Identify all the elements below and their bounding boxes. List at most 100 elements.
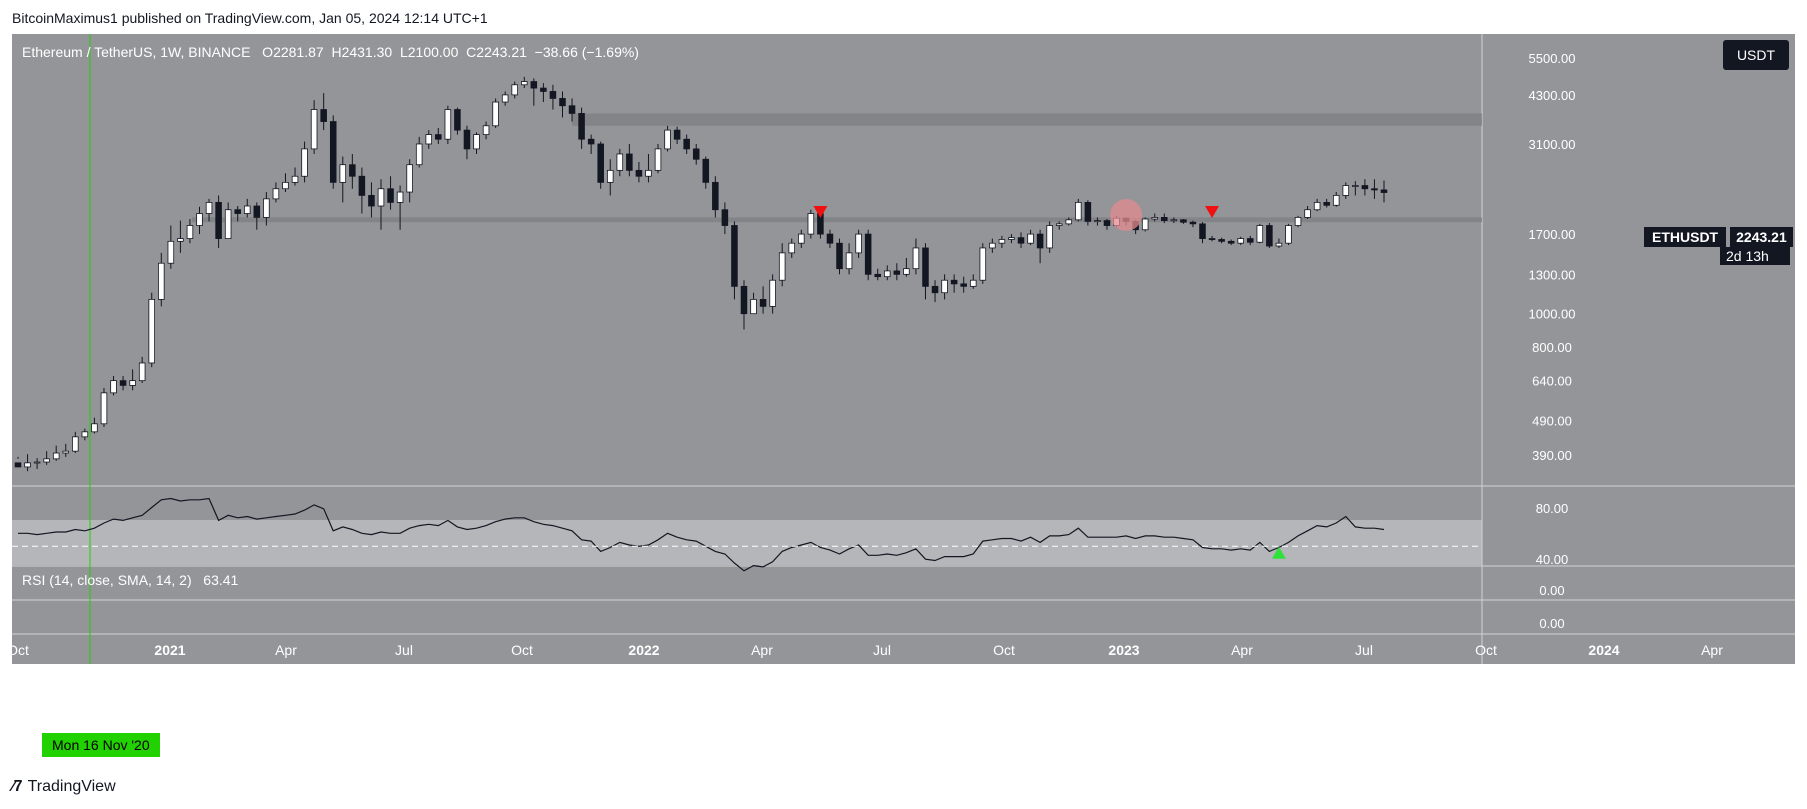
price-axis-tick: 4300.00 — [1529, 88, 1576, 103]
candle-body — [435, 134, 442, 140]
time-axis-tick: 2023 — [1108, 642, 1139, 658]
candle-body — [1275, 242, 1283, 247]
candle-body — [24, 462, 31, 468]
tradingview-logo[interactable]: ⁄7 TradingView — [12, 778, 116, 796]
candle-body — [960, 283, 967, 287]
candle-body — [1208, 238, 1216, 240]
bearish-marker-2 — [1205, 206, 1220, 218]
candle-body — [692, 148, 700, 160]
time-axis-tick: Apr — [275, 642, 297, 658]
tradingview-logo-icon: ⁄7 — [12, 778, 23, 795]
candle-body — [1036, 233, 1044, 249]
candle-body — [138, 362, 146, 382]
candle-body — [463, 129, 471, 150]
candle-body — [339, 164, 347, 183]
candle-body — [1218, 239, 1225, 242]
candle-body — [683, 138, 690, 150]
candle-body — [998, 239, 1006, 244]
price-axis-tick: 1000.00 — [1529, 307, 1576, 322]
candle-body — [521, 81, 528, 86]
candle-body — [864, 233, 872, 275]
candle-body — [100, 392, 108, 425]
currency-button[interactable]: USDT — [1723, 40, 1789, 70]
candle-body — [387, 188, 394, 203]
candle-body — [606, 169, 614, 183]
candle-body — [597, 143, 604, 183]
candle-body — [406, 164, 413, 193]
candle-body — [931, 285, 939, 294]
candle-body — [1141, 218, 1149, 231]
candle-body — [740, 285, 748, 315]
candle-body — [1294, 217, 1302, 226]
candle-body — [616, 153, 624, 171]
time-axis-tick: Apr — [1231, 642, 1253, 658]
candle-body — [492, 101, 499, 127]
candle-body — [320, 109, 327, 122]
chart-frame[interactable]: 5500.00 4300.00 3100.00 1700.00 1300.00 1000.… — [12, 34, 1795, 764]
publish-line: BitcoinMaximus1 published on TradingView… — [12, 10, 488, 26]
candle-body — [750, 298, 757, 315]
symbol-name: ETHUSDT — [1644, 227, 1727, 247]
resistance-zone-upper — [572, 113, 1482, 126]
candle-body — [234, 209, 241, 214]
candle-body — [645, 169, 652, 177]
candle-body — [282, 181, 289, 190]
candle-body — [721, 209, 729, 226]
chart-canvas[interactable]: 5500.00 4300.00 3100.00 1700.00 1300.00 1000.… — [12, 34, 1795, 764]
candle-body — [1313, 201, 1321, 211]
candle-body — [43, 458, 50, 463]
bullish-marker-rsi — [1271, 546, 1286, 559]
candle-body — [1380, 189, 1388, 193]
price-legend: Ethereum / TetherUS, 1W, BINANCE O2281.8… — [22, 44, 639, 60]
high-value: 2431.30 — [341, 44, 393, 60]
time-axis-tick: 2022 — [628, 642, 659, 658]
candle-body — [1055, 223, 1063, 226]
time-axis-tick: Jul — [395, 642, 413, 658]
symbol-price: 2243.21 — [1730, 227, 1793, 247]
candle-body — [425, 134, 433, 145]
candle-body — [415, 143, 423, 166]
price-axis-tick: 1300.00 — [1529, 267, 1576, 282]
time-axis-tick: 2024 — [1588, 642, 1619, 658]
bearish-marker-1 — [813, 206, 828, 218]
candle-body — [253, 205, 261, 218]
candle-body — [664, 129, 671, 150]
crosshair-date-label: Mon 16 Nov '20 — [42, 733, 160, 757]
candle-body — [1266, 225, 1273, 247]
candle-body — [1361, 185, 1369, 190]
price-axis-tick: 640.00 — [1532, 374, 1572, 389]
candle-body — [893, 270, 901, 275]
candle-body — [1352, 185, 1359, 187]
rsi-axis-tick: 80.00 — [1536, 501, 1569, 516]
candle-body — [903, 268, 910, 275]
candle-body — [979, 247, 987, 281]
candle-body — [1170, 219, 1178, 222]
rsi-legend: RSI (14, close, SMA, 14, 2) 63.41 — [22, 572, 238, 588]
candle-body — [530, 81, 538, 89]
candle-body — [845, 252, 853, 270]
time-axis-tick: 2021 — [154, 642, 185, 658]
candle-body — [1008, 237, 1015, 240]
price-axis-tick: 1700.00 — [1529, 227, 1576, 242]
candle-body — [1027, 233, 1034, 244]
symbol-price-tag: ETHUSDT 2243.21 2d 13h — [1644, 227, 1793, 267]
rsi-axis-tick: 0.00 — [1539, 583, 1564, 598]
candle-body — [454, 109, 461, 131]
candle-body — [52, 452, 60, 460]
candle-body — [731, 225, 738, 287]
candle-body — [473, 134, 480, 150]
candle-body — [1065, 219, 1073, 225]
time-axis-tick: Oct — [12, 642, 29, 658]
candle-body — [1247, 238, 1254, 243]
rsi-band — [12, 520, 1482, 565]
price-axis-tick: 800.00 — [1532, 340, 1572, 355]
candle-body — [1285, 225, 1292, 244]
candle-body — [1180, 219, 1187, 223]
highlight-circle — [1110, 199, 1143, 231]
candle-body — [1084, 201, 1092, 222]
candle-body — [673, 129, 681, 140]
candle-body — [33, 461, 41, 464]
close-value: 2243.21 — [476, 44, 527, 60]
candle-body — [272, 188, 280, 200]
candle-body — [205, 201, 213, 214]
